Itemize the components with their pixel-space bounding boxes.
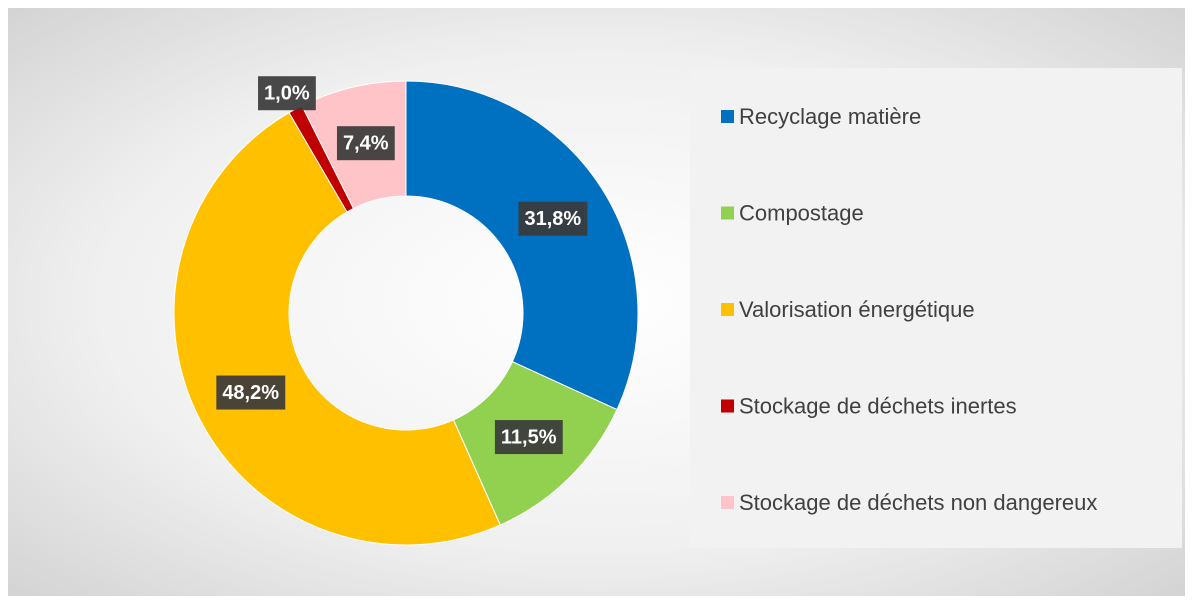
slice: [405, 80, 639, 411]
value-label: 31,8%: [524, 208, 581, 230]
value-label-group: 11,5%: [494, 420, 563, 455]
legend-box: [690, 68, 1182, 548]
legend-text: Recyclage matière: [739, 104, 921, 129]
slice: [173, 111, 501, 546]
legend-text: Stockage de déchets inertes: [739, 393, 1017, 418]
legend-swatch: [721, 206, 734, 220]
legend-swatch: [721, 399, 734, 413]
value-label-box: [494, 420, 563, 455]
legend-swatch: [721, 110, 734, 123]
legend-text: Valorisation énergétique: [739, 297, 975, 322]
value-label: 1,0%: [264, 83, 310, 105]
value-label-group: 7,4%: [336, 126, 395, 161]
value-label-group: 31,8%: [518, 201, 588, 236]
value-label: 48,2%: [222, 382, 279, 404]
legend-swatch: [721, 303, 734, 316]
value-label-box: [336, 126, 395, 161]
legend-text: Stockage de déchets non dangereux: [739, 490, 1097, 515]
legend-swatch: [721, 496, 734, 509]
value-label-box: [258, 76, 316, 111]
value-label-group: 48,2%: [216, 375, 286, 410]
legend-text: Compostage: [739, 200, 864, 225]
value-label-box: [518, 201, 588, 236]
value-label-group: 1,0%: [258, 76, 316, 111]
value-label-box: [216, 375, 286, 410]
value-label: 7,4%: [343, 132, 389, 154]
value-label: 11,5%: [501, 426, 557, 448]
